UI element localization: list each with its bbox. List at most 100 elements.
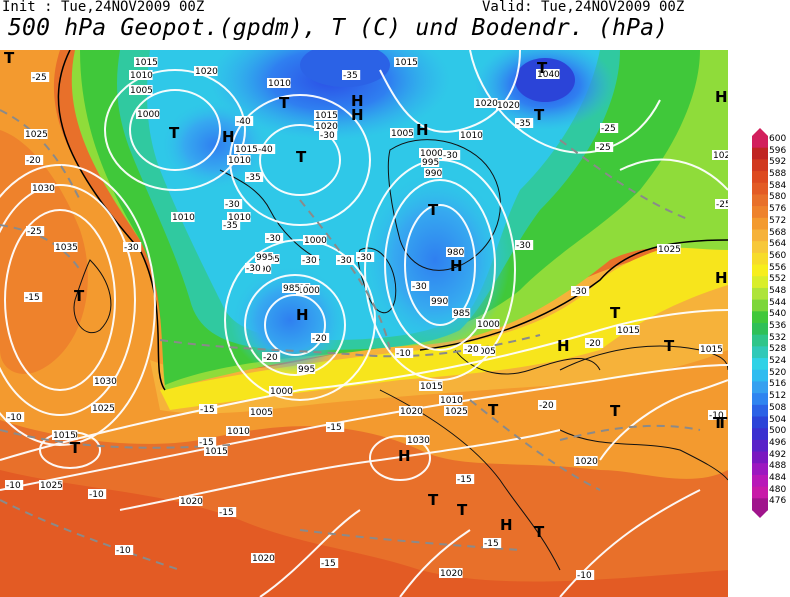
high-pressure-mark: H — [500, 516, 513, 534]
pressure-label-bg — [421, 157, 440, 167]
colorbar-swatches — [752, 128, 768, 518]
low-pressure-mark: T — [169, 124, 180, 142]
colorbar-swatch — [752, 252, 768, 266]
pressure-label-bg — [394, 57, 418, 67]
low-pressure-mark: T — [428, 491, 439, 509]
pressure-label: 1015 — [420, 382, 443, 392]
temperature-label: -15 — [327, 423, 342, 433]
temperature-label: -30 — [124, 243, 139, 253]
colorbar-label: 492 — [769, 449, 787, 460]
colorbar-label: 536 — [769, 321, 787, 331]
pressure-label-bg — [251, 553, 275, 563]
temperature-label: -40 — [236, 117, 251, 127]
temperature-label-bg — [336, 255, 355, 265]
temperature-label-bg — [222, 220, 241, 230]
temperature-label: -35 — [343, 71, 358, 81]
pressure-label-bg — [194, 66, 218, 76]
pressure-label: 1020 — [713, 151, 728, 161]
colorbar-label: 524 — [769, 356, 787, 367]
temperature-label: -40 — [258, 145, 273, 155]
pressure-label: 1025 — [445, 407, 468, 417]
colorbar-label: 516 — [769, 379, 787, 390]
pressure-label-bg — [129, 70, 153, 80]
temperature-label-bg — [311, 333, 330, 343]
temperature-label-bg — [235, 116, 254, 126]
colorbar-label: 588 — [769, 169, 787, 180]
high-pressure-mark: H — [715, 269, 728, 287]
temperature-label: -30 — [337, 256, 352, 266]
colorbar-label: 540 — [769, 309, 787, 320]
colorbar-swatch — [752, 486, 768, 499]
pressure-label: 990 — [431, 297, 448, 307]
pressure-label: 1020 — [315, 122, 338, 132]
pressure-label: 1010 — [268, 79, 291, 89]
colorbar-swatch — [752, 217, 768, 230]
temperature-label: -10 — [116, 546, 131, 556]
pressure-label-bg — [39, 480, 63, 490]
temperature-label-bg — [25, 155, 44, 165]
high-pressure-mark: H — [715, 88, 728, 106]
pressure-label-bg — [227, 155, 251, 165]
temperature-label: -30 — [246, 264, 261, 274]
pressure-label: 1020 — [400, 407, 423, 417]
zone-orange-deep-west — [0, 130, 88, 374]
low-blue-center — [360, 170, 510, 350]
temperature-label-bg — [319, 130, 338, 140]
colorbar-label: 548 — [769, 285, 787, 296]
colorbar-label: 596 — [769, 145, 787, 156]
pressure-label-bg — [712, 150, 728, 160]
colorbar-swatch — [752, 264, 768, 277]
temperature-label-bg — [301, 255, 320, 265]
pressure-label: 990 — [425, 169, 442, 179]
pressure-label-bg — [136, 109, 160, 119]
temperature-label-bg — [320, 558, 339, 568]
colorbar-bottom-arrow — [752, 510, 768, 518]
pressure-label-bg — [419, 381, 443, 391]
pressure-label-bg — [303, 235, 327, 245]
colorbar-label: 528 — [769, 344, 787, 355]
pressure-label: 1000 — [420, 149, 443, 159]
low-pressure-mark: T — [717, 414, 728, 432]
high-pressure-mark: H — [351, 92, 364, 110]
temperature-label-bg — [595, 142, 614, 152]
temperature-label-bg — [600, 123, 619, 133]
temperature-label-bg — [257, 144, 276, 154]
temperature-label-bg — [24, 292, 43, 302]
pressure-label-bg — [574, 456, 598, 466]
colorbar-label: 476 — [769, 496, 787, 507]
pressure-label: 1005 — [473, 347, 496, 357]
pressure-label: 1020 — [475, 99, 498, 109]
pressure-label: 1015 — [315, 111, 338, 121]
temperature-label-bg — [123, 242, 142, 252]
pressure-label-bg — [496, 100, 520, 110]
pressure-label-bg — [452, 308, 471, 318]
low-pressure-mark: T — [457, 501, 468, 519]
temperature-label-bg — [199, 404, 218, 414]
pressure-label: 1020 — [575, 457, 598, 467]
temperature-label: -25 — [27, 227, 42, 237]
temperature-label: -25 — [716, 200, 728, 210]
colorbar-swatch — [752, 241, 768, 254]
pressure-label-bg — [444, 406, 468, 416]
temperature-label-bg — [538, 400, 557, 410]
temperature-label: -15 — [25, 293, 40, 303]
pressure-label-bg — [91, 403, 115, 413]
pressure-label-bg — [536, 69, 560, 79]
pressure-label: 1015 — [395, 58, 418, 68]
pressure-label-bg — [446, 247, 465, 257]
pressure-label: 1000 — [137, 110, 160, 120]
pressure-label: 995 — [256, 253, 273, 263]
pressure-label-bg — [267, 78, 291, 88]
temperature-label-bg — [411, 281, 430, 291]
temperature-label: -35 — [223, 221, 238, 231]
low-pressure-mark: T — [534, 523, 545, 541]
temperature-label: -15 — [484, 539, 499, 549]
pressure-label: 1010 — [130, 71, 153, 81]
temperature-label: -25 — [596, 143, 611, 153]
temperature-label-bg — [515, 240, 534, 250]
pressure-label: 1010 — [460, 131, 483, 141]
low-dark-blue-ne — [515, 58, 575, 102]
temperature-label: -10 — [7, 413, 22, 423]
pressure-label: 1025 — [92, 404, 115, 414]
pressure-label: 1005 — [130, 86, 153, 96]
